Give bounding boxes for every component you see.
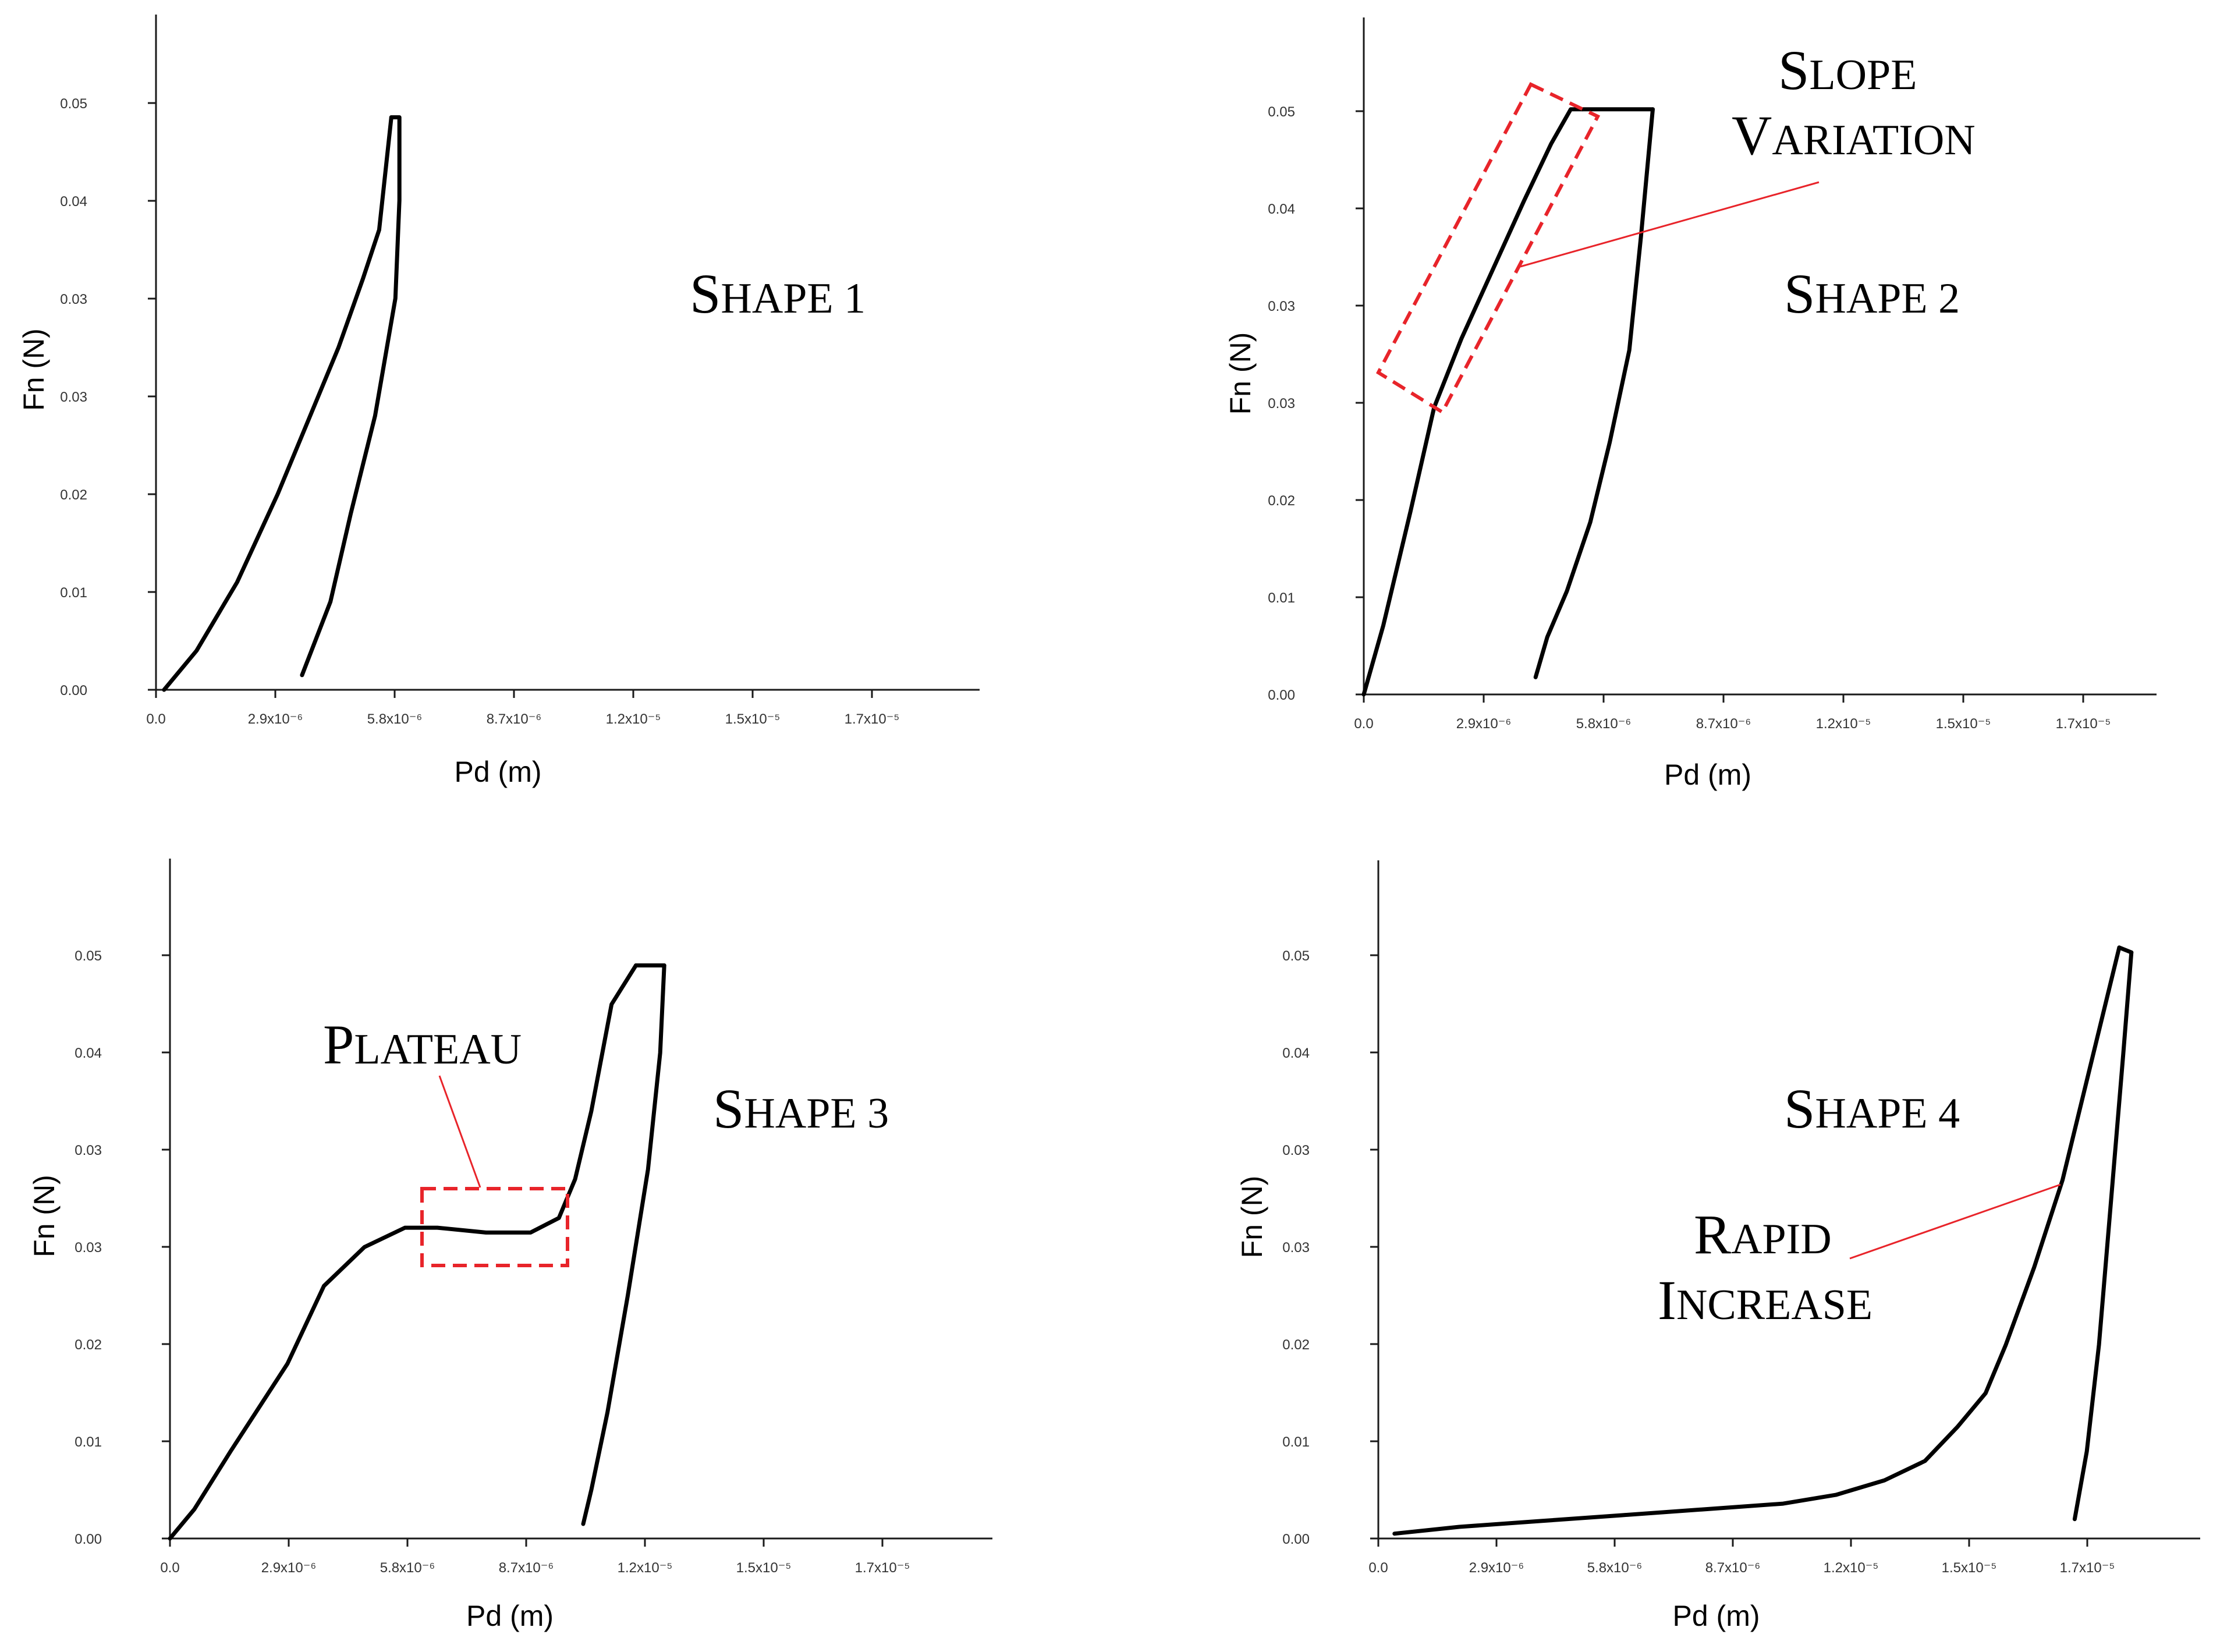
x-tick-label: 1.7x10⁻⁵ xyxy=(2060,1560,2115,1576)
series-loading xyxy=(1392,945,2122,1536)
y-tick-label: 0.03 xyxy=(1268,299,1295,314)
y-tick-label: 0.01 xyxy=(75,1434,102,1450)
slope-variation-label-line1: SLOPE xyxy=(1778,39,1917,101)
x-tick-label: 5.8x10⁻⁶ xyxy=(1576,716,1632,732)
series-hold xyxy=(2117,945,2134,955)
chart-shape-4: 0.0 2.9x10⁻⁶ 5.8x10⁻⁶ 8.7x10⁻⁶ 1.2x10⁻⁵ 1.5x1… xyxy=(1236,860,2200,1632)
slope-variation-box xyxy=(1376,82,1601,415)
y-tick-label: 0.02 xyxy=(60,487,87,503)
x-tick-label: 2.9x10⁻⁶ xyxy=(1456,716,1512,732)
x-tick-label: 0.0 xyxy=(146,711,165,727)
chart-shape-3: 0.0 2.9x10⁻⁶ 5.8x10⁻⁶ 8.7x10⁻⁶ 1.2x10⁻⁵ 1.5x1… xyxy=(28,859,992,1632)
x-tick-label: 0.0 xyxy=(1354,716,1373,732)
x-axis-title: Pd (m) xyxy=(1664,758,1751,791)
shape-3-label: SHAPE 3 xyxy=(713,1077,889,1140)
x-tick-label: 1.5x10⁻⁵ xyxy=(736,1560,792,1576)
y-tick-label: 0.00 xyxy=(1268,687,1295,703)
y-axis-title: Fn (N) xyxy=(28,1175,61,1257)
y-axis-title: Fn (N) xyxy=(1236,1176,1268,1259)
y-axis-title: Fn (N) xyxy=(1224,332,1257,415)
x-tick-label: 0.0 xyxy=(160,1560,179,1576)
y-tick-label: 0.05 xyxy=(75,948,102,964)
x-tick-label: 1.7x10⁻⁵ xyxy=(845,711,900,727)
x-tick-label: 8.7x10⁻⁶ xyxy=(487,711,542,727)
x-tick-label: 2.9x10⁻⁶ xyxy=(248,711,303,727)
x-tick-label: 5.8x10⁻⁶ xyxy=(1587,1560,1643,1576)
shape-2-label: SHAPE 2 xyxy=(1784,263,1960,325)
chart-shape-1: 0.0 2.9x10⁻⁶ 5.8x10⁻⁶ 8.7x10⁻⁶ 1.2x10⁻⁵ 1.5x1… xyxy=(17,15,980,788)
y-tick-label: 0.03 xyxy=(75,1143,102,1158)
shape-4-label: SHAPE 4 xyxy=(1784,1077,1960,1140)
y-tick-label: 0.04 xyxy=(60,194,87,210)
x-tick-label: 1.2x10⁻⁵ xyxy=(618,1560,673,1576)
series-unloading xyxy=(581,963,666,1526)
y-tick-label: 0.03 xyxy=(1282,1143,1310,1158)
x-axis-title: Pd (m) xyxy=(466,1600,554,1632)
slope-variation-pointer xyxy=(1520,181,1820,268)
y-tick-label: 0.02 xyxy=(75,1337,102,1353)
y-tick-label: 0.01 xyxy=(1268,590,1295,606)
series-loading xyxy=(168,963,638,1541)
y-tick-label: 0.05 xyxy=(1282,948,1310,964)
x-tick-label: 1.2x10⁻⁵ xyxy=(1824,1560,1879,1576)
x-tick-label: 2.9x10⁻⁶ xyxy=(1469,1560,1524,1576)
series-loading xyxy=(162,115,393,692)
y-tick-label: 0.04 xyxy=(1282,1045,1310,1061)
shape-1-label: SHAPE 1 xyxy=(690,263,866,325)
x-tick-label: 1.5x10⁻⁵ xyxy=(725,711,781,727)
x-tick-label: 2.9x10⁻⁶ xyxy=(261,1560,317,1576)
x-axis-title: Pd (m) xyxy=(455,756,542,788)
slope-variation-label-line2: VARIATION xyxy=(1732,104,1976,166)
y-tick-label: 0.03 xyxy=(60,389,87,405)
y-tick-label: 0.01 xyxy=(1282,1434,1310,1450)
x-tick-label: 8.7x10⁻⁶ xyxy=(1696,716,1751,732)
x-tick-label: 8.7x10⁻⁶ xyxy=(499,1560,554,1576)
x-tick-label: 1.2x10⁻⁵ xyxy=(1816,716,1871,732)
rapid-increase-label-line2: INCREASE xyxy=(1658,1269,1872,1331)
x-tick-label: 0.0 xyxy=(1368,1560,1388,1576)
plateau-pointer xyxy=(438,1075,481,1188)
y-tick-label: 0.01 xyxy=(60,585,87,601)
y-tick-label: 0.03 xyxy=(1268,396,1295,412)
x-tick-label: 1.5x10⁻⁵ xyxy=(1942,1560,1997,1576)
y-tick-label: 0.05 xyxy=(60,96,87,112)
y-tick-label: 0.04 xyxy=(75,1045,102,1061)
x-tick-label: 5.8x10⁻⁶ xyxy=(367,711,423,727)
y-tick-label: 0.05 xyxy=(1268,104,1295,120)
y-tick-label: 0.02 xyxy=(1268,493,1295,509)
rapid-increase-pointer xyxy=(1849,1183,2061,1260)
y-tick-label: 0.02 xyxy=(1282,1337,1310,1353)
y-tick-label: 0.03 xyxy=(60,292,87,307)
x-tick-label: 1.5x10⁻⁵ xyxy=(1936,716,1991,732)
x-tick-label: 8.7x10⁻⁶ xyxy=(1705,1560,1761,1576)
x-tick-label: 1.7x10⁻⁵ xyxy=(855,1560,910,1576)
y-tick-label: 0.03 xyxy=(75,1240,102,1256)
y-tick-label: 0.00 xyxy=(75,1532,102,1547)
plateau-box xyxy=(420,1187,569,1267)
y-axis-title: Fn (N) xyxy=(17,328,50,411)
y-tick-label: 0.04 xyxy=(1268,201,1295,217)
x-axis-title: Pd (m) xyxy=(1673,1600,1760,1632)
y-tick-label: 0.00 xyxy=(1282,1532,1310,1547)
rapid-increase-label-line1: RAPID xyxy=(1694,1203,1832,1265)
series-unloading xyxy=(2072,950,2134,1522)
x-tick-label: 1.2x10⁻⁵ xyxy=(606,711,661,727)
series-unloading xyxy=(1533,107,1655,679)
series-loading xyxy=(1361,107,1585,697)
plateau-label: PLATEAU xyxy=(323,1013,522,1076)
x-tick-label: 1.7x10⁻⁵ xyxy=(2056,716,2111,732)
x-tick-label: 5.8x10⁻⁶ xyxy=(380,1560,435,1576)
chart-shape-2: 0.0 2.9x10⁻⁶ 5.8x10⁻⁶ 8.7x10⁻⁶ 1.2x10⁻⁵ 1.5x1… xyxy=(1224,17,2157,791)
y-tick-label: 0.03 xyxy=(1282,1240,1310,1256)
series-unloading xyxy=(300,115,402,678)
y-tick-label: 0.00 xyxy=(60,683,87,699)
